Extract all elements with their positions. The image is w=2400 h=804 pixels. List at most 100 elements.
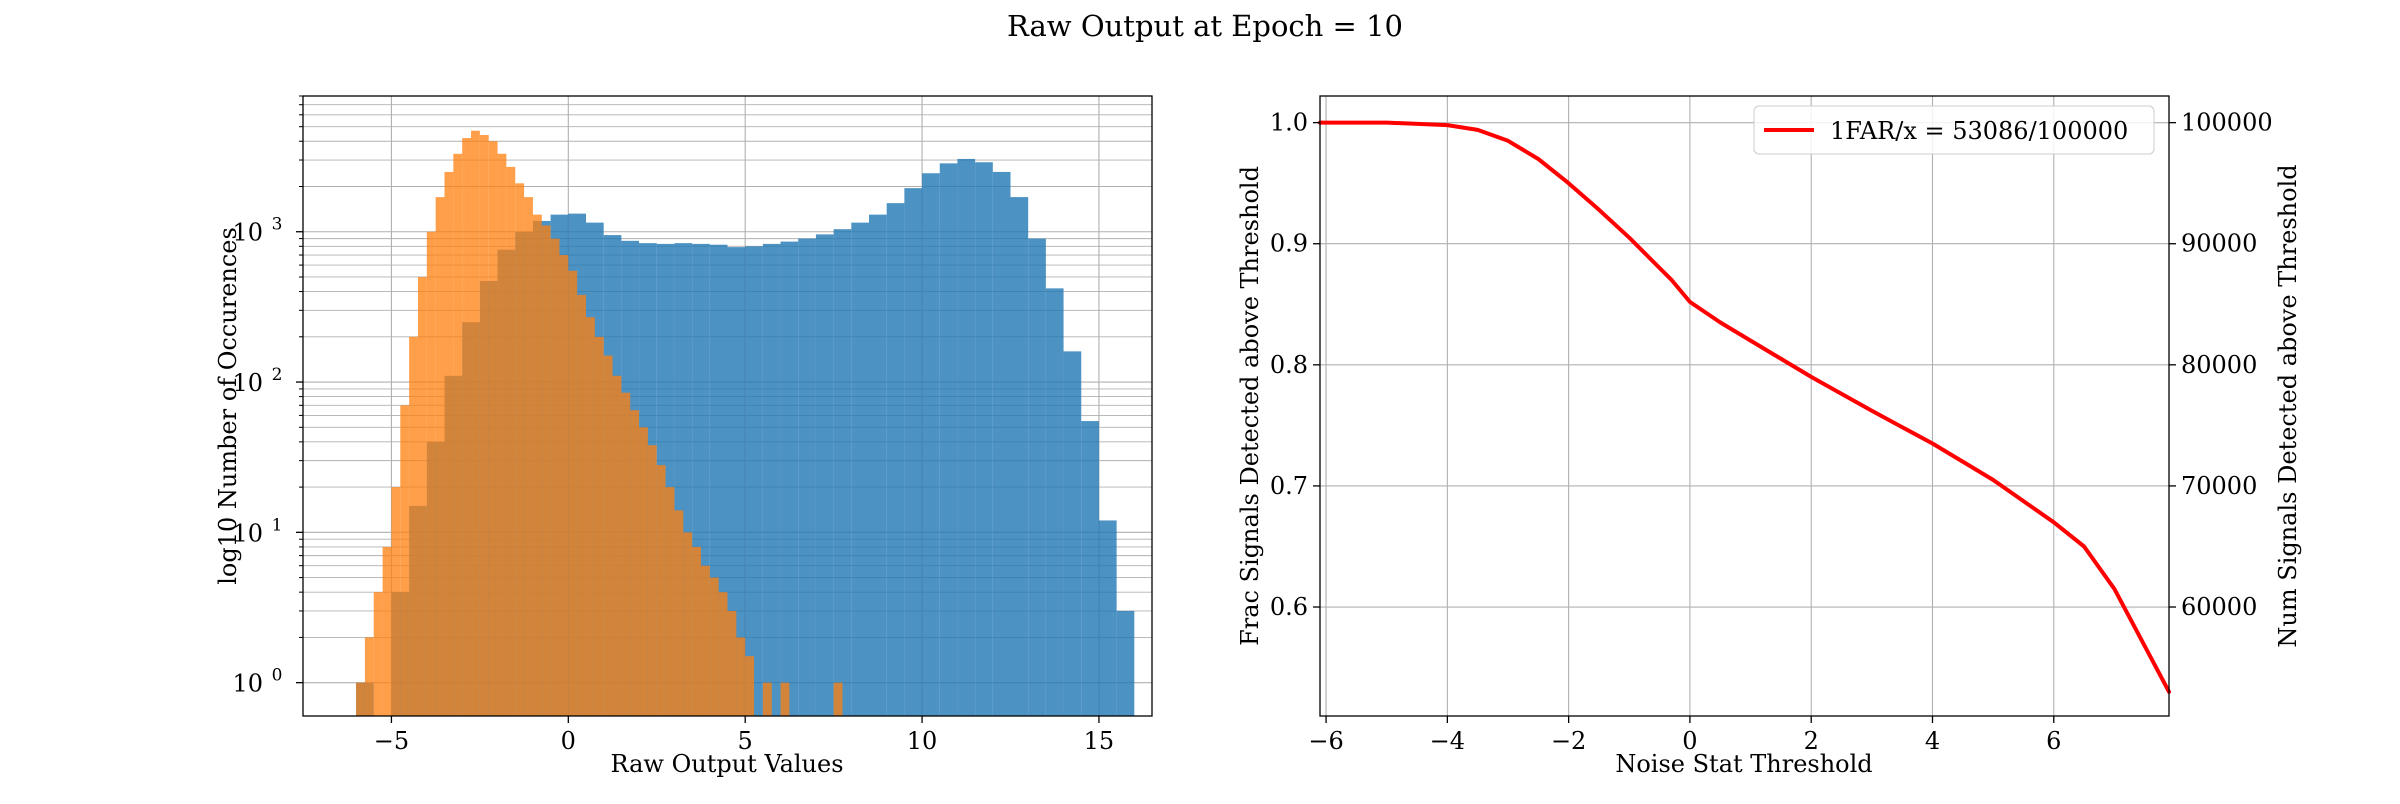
- histogram-bar: [435, 197, 445, 716]
- histogram-bar: [939, 163, 958, 716]
- histogram-bar: [356, 682, 365, 716]
- histogram-bar: [886, 203, 905, 716]
- histogram-bar: [647, 445, 657, 716]
- y-tick-label: 0.9: [1270, 230, 1308, 258]
- histogram-bar: [639, 427, 648, 716]
- histogram-bar: [762, 682, 772, 716]
- histogram-bar: [745, 656, 755, 716]
- line-grid: [1320, 96, 2169, 716]
- histogram-bar: [674, 510, 684, 716]
- histogram-bar: [869, 214, 887, 716]
- line-ticks: −6 −4 −2 0 2 4 6 0.6 0.7 0.8 0.9 1.0 60000 70000 80000…: [1270, 109, 2273, 755]
- legend-label: 1FAR/x = 53086/100000: [1830, 117, 2128, 145]
- x-tick-label: −6: [1308, 727, 1343, 755]
- histogram-bar: [1010, 197, 1029, 716]
- y-right-tick-label: 100000: [2181, 109, 2273, 137]
- histogram-bar: [798, 238, 816, 717]
- histogram-bar: [762, 243, 781, 716]
- line-ylabel-left: Frac Signals Detected above Threshold: [1236, 166, 1264, 646]
- y-tick-exponent: 0: [272, 666, 283, 686]
- line-series: [1318, 120, 2171, 694]
- y-tick-label: 10: [232, 369, 263, 397]
- histogram-bar: [541, 225, 551, 716]
- x-tick-label: 6: [2046, 727, 2061, 755]
- x-tick-label: −5: [374, 727, 409, 755]
- histogram-bar: [1081, 421, 1099, 716]
- histogram-bar: [975, 162, 993, 716]
- y-tick-exponent: 3: [272, 215, 283, 235]
- histogram-bar: [400, 405, 410, 716]
- figure-title: Raw Output at Epoch = 10: [1007, 9, 1403, 43]
- y-tick-exponent: 1: [272, 515, 283, 535]
- histogram-bar: [683, 532, 693, 716]
- histogram-bar: [718, 592, 728, 716]
- histogram-xlabel: Raw Output Values: [610, 750, 843, 778]
- histogram-bar: [462, 138, 472, 716]
- histogram-bar: [568, 270, 578, 716]
- histogram-series-orange: [356, 130, 843, 717]
- histogram-bar: [488, 141, 498, 716]
- histogram-bar: [426, 231, 436, 716]
- line-ylabel-right: Num Signals Detected above Threshold: [2274, 164, 2302, 647]
- histogram-bar: [709, 577, 719, 716]
- histogram-bar: [612, 375, 622, 716]
- x-tick-label: 4: [1925, 727, 1940, 755]
- histogram-bar: [656, 465, 666, 716]
- histogram-bar: [382, 546, 392, 716]
- histogram-bar: [497, 153, 507, 716]
- histogram-bar: [700, 565, 710, 716]
- line-axes-frame: [1319, 95, 2170, 717]
- histogram-bar: [577, 294, 586, 716]
- x-tick-label: 0: [561, 727, 576, 755]
- histogram-bar: [364, 637, 374, 716]
- histogram-bar: [559, 255, 569, 716]
- line-xlabel: Noise Stat Threshold: [1615, 750, 1872, 778]
- histogram-ylabel: log10 Number of Occurences: [214, 227, 242, 585]
- histogram-bar: [851, 222, 869, 716]
- histogram-bar: [586, 317, 595, 716]
- x-tick-label: 10: [907, 727, 938, 755]
- line-series-curve: [1318, 120, 2171, 694]
- histogram-bar: [621, 392, 631, 716]
- histogram-bar: [957, 158, 976, 717]
- histogram-bar: [745, 246, 763, 716]
- histogram-bar: [665, 487, 675, 716]
- histogram-chart: −5 0 5 10 15 10 0 10 1 10 2 10 3 Raw Output Values l…: [214, 95, 1153, 778]
- y-tick-label: 0.8: [1270, 351, 1308, 379]
- histogram-bar: [922, 173, 940, 716]
- histogram-bar: [992, 171, 1011, 716]
- histogram-bar: [833, 682, 843, 716]
- x-tick-label: 2: [1804, 727, 1819, 755]
- histogram-bar: [373, 592, 383, 716]
- line-chart: −6 −4 −2 0 2 4 6 0.6 0.7 0.8 0.9 1.0 60000 70000 80000…: [1236, 95, 2302, 778]
- histogram-bar: [479, 135, 489, 717]
- histogram-bar: [736, 637, 746, 716]
- histogram-bar: [630, 410, 640, 716]
- histogram-bar: [391, 487, 401, 716]
- histogram-bar: [904, 188, 923, 716]
- y-right-tick-label: 90000: [2181, 230, 2257, 258]
- x-tick-label: −2: [1551, 727, 1586, 755]
- x-tick-label: 5: [738, 727, 753, 755]
- y-right-tick-label: 70000: [2181, 472, 2257, 500]
- histogram-bar: [1028, 238, 1046, 717]
- histogram-bar: [780, 241, 799, 716]
- y-tick-exponent: 2: [272, 365, 283, 385]
- x-tick-label: 0: [1682, 727, 1697, 755]
- y-right-tick-label: 80000: [2181, 351, 2257, 379]
- y-tick-label: 0.6: [1270, 593, 1308, 621]
- y-tick-label: 0.7: [1270, 472, 1308, 500]
- y-tick-label: 1.0: [1270, 109, 1308, 137]
- histogram-bar: [833, 229, 852, 717]
- y-tick-label: 10: [232, 670, 263, 698]
- histogram-bar: [1098, 520, 1117, 716]
- histogram-bar: [550, 238, 560, 717]
- histogram-bar: [780, 682, 790, 716]
- histogram-bar: [727, 247, 746, 717]
- histogram-bar: [727, 610, 737, 716]
- y-right-tick-label: 60000: [2181, 593, 2257, 621]
- histogram-bar: [409, 336, 418, 716]
- histogram-bar: [603, 355, 613, 716]
